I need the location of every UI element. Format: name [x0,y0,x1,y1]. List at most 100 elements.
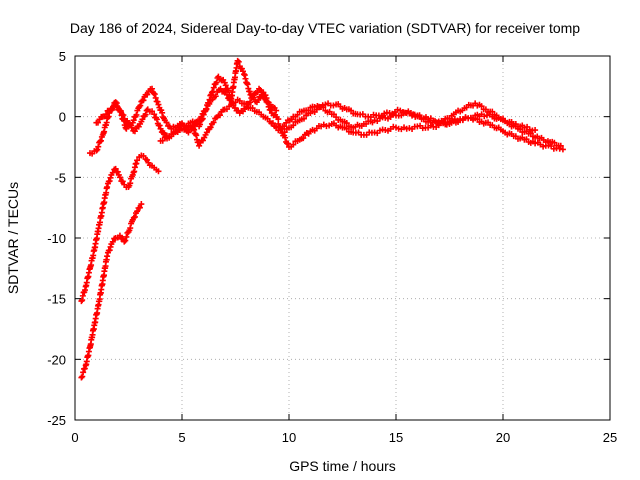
data-point-fill [203,105,210,112]
data-point-fill [300,115,307,122]
data-point-fill [130,117,137,124]
x-tick-label: 10 [282,430,296,445]
data-point-fill [267,107,274,114]
data-point-fill [109,169,116,176]
data-point-fill [207,124,214,131]
data-point-fill [210,84,217,91]
data-point-fill [122,237,129,244]
data-point-fill [143,107,150,114]
data-point-fill [249,105,256,112]
data-point-fill [281,123,288,130]
data-point [196,142,203,149]
y-tick-label: -15 [47,292,66,307]
data-point [134,208,141,215]
data-point-fill [153,116,160,123]
x-tick-label: 20 [496,430,510,445]
x-axis-label: GPS time / hours [289,458,396,474]
data-point-fill [285,140,292,147]
data-point [151,111,158,118]
data-point-fill [113,103,120,110]
data-point-fill [127,225,134,232]
data-point-fill [106,247,113,254]
data-point-fill [109,105,116,112]
data-point-fill [123,233,130,240]
data-point-fill [263,98,270,105]
data-point [275,120,282,127]
data-point-fill [294,111,301,118]
data-point-fill [225,87,232,94]
data-point-fill [140,152,147,159]
data-point-fill [151,91,158,98]
data-point-fill [133,111,140,118]
y-tick-label: -5 [54,170,66,185]
data-series [78,57,566,381]
data-point-fill [80,369,87,376]
data-point-fill [127,121,134,128]
data-point-fill [235,58,242,65]
data-point-fill [97,137,104,144]
x-tick-label: 25 [603,430,617,445]
data-point-fill [120,112,127,119]
data-point [134,157,141,164]
data-point-fill [255,97,262,104]
data-point-fill [127,180,134,187]
data-point-fill [213,79,220,86]
data-point-fill [94,146,101,153]
data-point-fill [95,119,102,126]
data-point-fill [131,213,138,220]
data-point-fill [136,204,143,211]
y-axis-label: SDTVAR / TECUs [5,182,21,294]
data-point [234,57,241,64]
data-point-fill [117,107,124,114]
data-point-fill [107,174,114,181]
data-point-fill [527,130,534,137]
series-track-2 [93,85,282,142]
data-point-fill [282,134,289,141]
data-point [223,91,230,98]
data-point [149,85,156,92]
data-point [116,174,123,181]
y-axis: 5 0 -5 -10 -15 -20 -25 [47,49,610,428]
data-point [78,374,85,381]
data-point-fill [140,97,147,104]
data-point [273,107,280,114]
data-point-fill [114,168,121,175]
data-point-fill [159,137,166,144]
data-point-fill [222,82,229,89]
data-point [208,89,215,96]
data-point-fill [258,89,265,96]
data-point [104,184,111,191]
series-track-6 [78,152,162,305]
data-point-fill [109,238,116,245]
data-point-fill [489,108,496,115]
data-point-fill [159,109,166,116]
data-point-fill [300,135,307,142]
data-point-fill [206,100,213,107]
data-point-fill [243,101,250,108]
data-point-fill [196,117,203,124]
data-point-fill [343,120,350,127]
y-tick-label: 0 [59,110,66,125]
data-point-fill [139,116,146,123]
data-point [116,232,123,239]
data-point-fill [343,125,350,132]
data-point [138,201,145,208]
x-tick-label: 5 [178,430,185,445]
series-track-5 [279,100,564,149]
data-point-fill [144,91,151,98]
data-point-fill [239,68,246,75]
data-point-fill [290,141,297,148]
x-tick-label: 0 [71,430,78,445]
data-point-fill [247,99,254,106]
data-point-fill [81,365,88,372]
data-point [104,253,111,260]
data-point-fill [163,119,170,126]
data-point-fill [210,119,217,126]
x-tick-label: 15 [389,430,403,445]
data-point-fill [203,129,210,136]
data-point [93,147,100,154]
series-track-7 [78,201,145,381]
y-tick-label: 5 [59,49,66,64]
data-point-fill [107,243,114,250]
